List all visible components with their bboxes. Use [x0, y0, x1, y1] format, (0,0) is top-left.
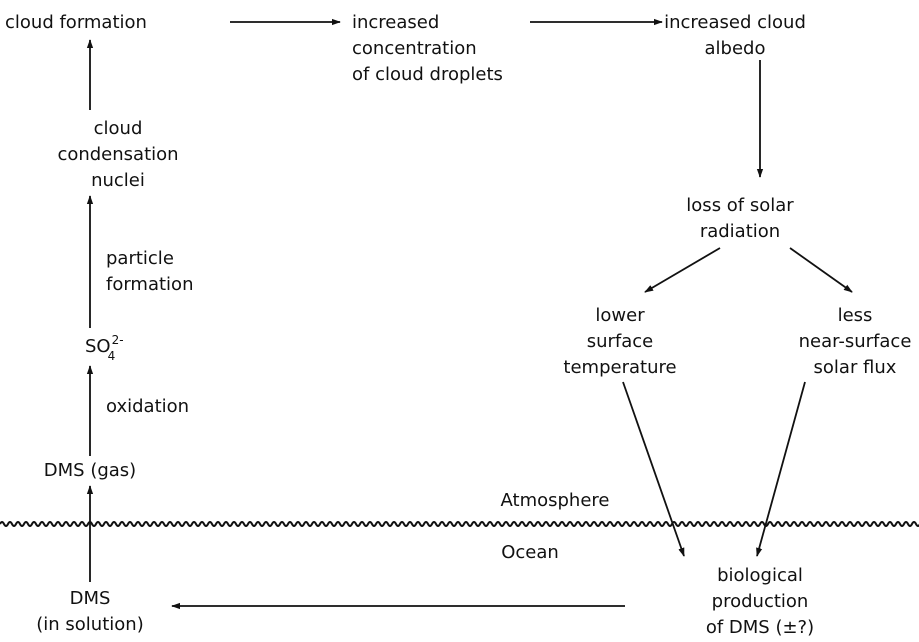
formula-base: SO — [85, 336, 111, 357]
node-label: production — [712, 591, 809, 612]
node-label: biological — [717, 565, 803, 586]
arrows — [86, 18, 853, 610]
arrow — [644, 247, 721, 293]
node-label: surface — [587, 331, 654, 352]
node-label: DMS (gas) — [44, 460, 136, 481]
sea-surface — [0, 521, 919, 527]
arrow — [756, 381, 806, 557]
node-label: nuclei — [91, 170, 145, 191]
node-label: solar flux — [814, 357, 897, 378]
edge-label: formation — [106, 274, 193, 295]
edge-label: oxidation — [106, 396, 189, 417]
node-label: of DMS (±?) — [706, 617, 814, 638]
formula-subscript: 4 — [108, 349, 116, 363]
node-label: lower — [595, 305, 645, 326]
node-label: SO2- 4 — [85, 333, 124, 363]
edge-label: particle — [106, 248, 174, 269]
node-label: (in solution) — [36, 614, 143, 635]
node-label: concentration — [352, 38, 477, 59]
arrow — [622, 381, 685, 557]
node-label: of cloud droplets — [352, 64, 503, 85]
arrow — [789, 247, 853, 293]
node-label: cloud formation — [5, 12, 147, 33]
node-label: increased cloud — [664, 12, 806, 33]
formula-superscript: 2- — [112, 333, 124, 347]
node-label: temperature — [563, 357, 676, 378]
node-label: radiation — [700, 221, 780, 242]
node-label: less — [838, 305, 873, 326]
node-label: increased — [352, 12, 439, 33]
node-label: cloud — [94, 118, 143, 139]
node-label: DMS — [70, 588, 111, 609]
node-label: albedo — [705, 38, 766, 59]
node-label: condensation — [57, 144, 178, 165]
region-label: Atmosphere — [501, 490, 610, 511]
node-label: loss of solar — [686, 195, 794, 216]
region-label: Ocean — [501, 542, 559, 563]
node-label: near-surface — [799, 331, 912, 352]
